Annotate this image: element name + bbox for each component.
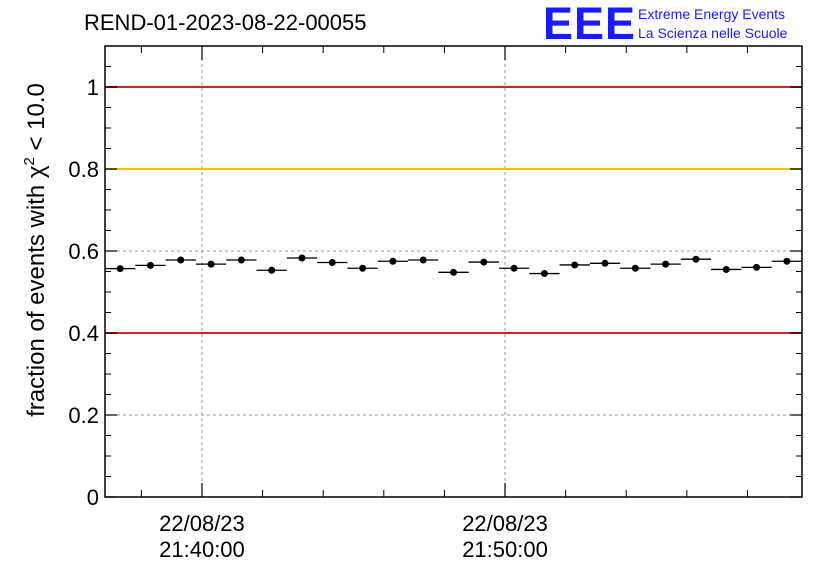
data-point (450, 268, 457, 276)
y-tick-label: 0.2 (68, 403, 99, 428)
data-point (692, 255, 700, 263)
y-tick-label: 0.6 (68, 239, 99, 264)
x-tick-label-date: 22/08/23 (462, 511, 548, 536)
data-point (601, 259, 609, 267)
data-point (540, 270, 548, 278)
eee-logo: EEE (543, 0, 637, 49)
data-point (480, 258, 488, 266)
logo-line-2: La Scienza nelle Scuole (638, 25, 788, 41)
data-point (207, 260, 215, 268)
y-axis-label: fraction of events with χ2 < 10.0 (21, 83, 50, 417)
data-point (753, 263, 761, 271)
y-tick-labels: 0 0.2 0.4 0.6 0.8 1 (68, 75, 99, 510)
axis-ticks (105, 46, 802, 498)
data-point (662, 260, 670, 268)
y-tick-label: 0.8 (68, 157, 99, 182)
data-point (631, 264, 639, 272)
data-points (105, 254, 802, 278)
data-point (419, 256, 427, 264)
data-point (268, 266, 276, 274)
data-point (571, 261, 579, 269)
run-title: REND-01-2023-08-22-00055 (84, 10, 367, 35)
data-point (146, 261, 154, 269)
x-tick-label-date: 22/08/23 (159, 511, 245, 536)
logo-line-1: Extreme Energy Events (638, 6, 786, 22)
data-point (298, 254, 306, 262)
x-tick-label-time: 21:40:00 (159, 537, 245, 562)
y-tick-label: 1 (87, 75, 99, 100)
y-tick-label: 0 (87, 485, 99, 510)
data-point (510, 264, 518, 272)
data-point (722, 265, 730, 273)
data-point (177, 256, 185, 264)
x-tick-label-time: 21:50:00 (462, 537, 548, 562)
data-point (237, 256, 245, 264)
y-tick-label: 0.4 (68, 321, 99, 346)
reference-lines (105, 86, 802, 334)
data-point (116, 265, 124, 273)
data-point (389, 257, 397, 265)
data-point (783, 257, 791, 265)
data-point (328, 258, 336, 266)
data-point (359, 264, 367, 272)
